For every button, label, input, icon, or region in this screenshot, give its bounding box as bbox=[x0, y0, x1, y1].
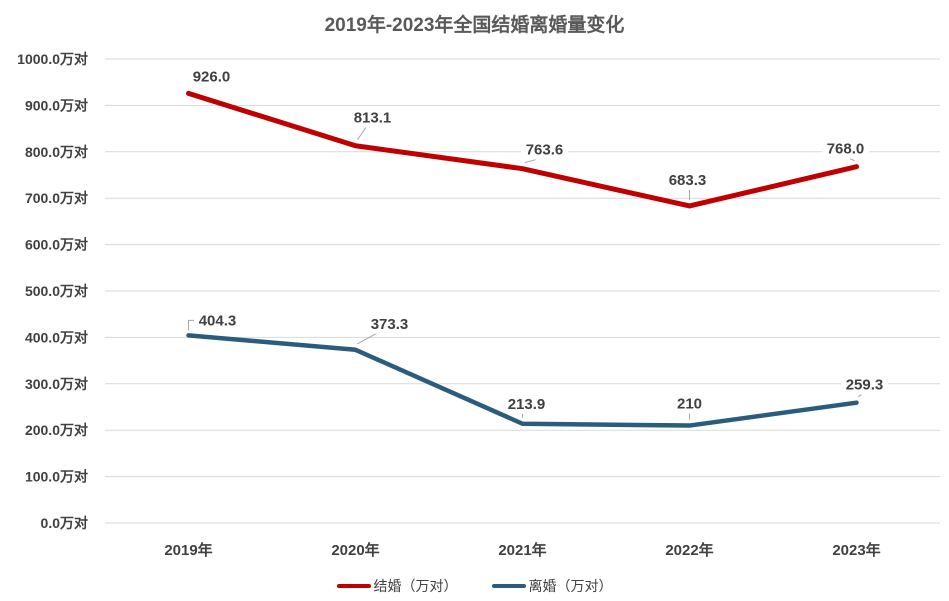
data-label: 404.3 bbox=[199, 312, 237, 329]
data-label: 373.3 bbox=[371, 316, 409, 333]
data-label: 213.9 bbox=[508, 396, 546, 413]
legend: 结婚（万对） 离婚（万对） bbox=[0, 576, 949, 596]
y-axis-tick-label: 700.0万对 bbox=[25, 190, 88, 206]
data-label-leader-line bbox=[357, 127, 367, 141]
data-label-leader-line bbox=[858, 394, 862, 398]
data-label-background bbox=[366, 314, 413, 332]
data-label-background bbox=[822, 139, 869, 157]
data-label-leader-line bbox=[357, 333, 377, 345]
data-label: 763.6 bbox=[526, 142, 564, 159]
y-axis-tick-label: 300.0万对 bbox=[25, 376, 88, 392]
marriage-series-line bbox=[186, 90, 859, 209]
data-label: 259.3 bbox=[846, 377, 884, 394]
x-axis-category-label: 2019年 bbox=[164, 541, 212, 559]
legend-label: 结婚（万对） bbox=[373, 578, 458, 594]
x-axis-category-label: 2021年 bbox=[498, 541, 546, 559]
data-label-background bbox=[349, 108, 396, 126]
legend-label: 离婚（万对） bbox=[528, 578, 613, 594]
y-axis-tick-label: 500.0万对 bbox=[25, 283, 88, 299]
data-label-background bbox=[194, 311, 241, 329]
data-label-background bbox=[188, 67, 235, 85]
x-axis-category-label: 2022年 bbox=[665, 541, 713, 559]
y-axis-tick-label: 900.0万对 bbox=[25, 97, 88, 113]
data-label-background bbox=[841, 375, 888, 393]
legend-item-divorce: 离婚（万对） bbox=[491, 576, 613, 596]
data-label-background bbox=[674, 394, 705, 412]
legend-line-swatch-divorce bbox=[491, 584, 526, 588]
data-label-leader-line bbox=[849, 158, 855, 162]
legend-item-marriage: 结婚（万对） bbox=[336, 576, 458, 596]
data-label-background bbox=[503, 394, 550, 412]
data-label-background bbox=[521, 140, 568, 158]
chart-title: 2019年-2023年全国结婚离婚量变化 bbox=[324, 15, 625, 36]
data-label: 683.3 bbox=[669, 172, 707, 189]
y-axis-tick-label: 1000.0万对 bbox=[17, 51, 88, 67]
y-axis-tick-label: 800.0万对 bbox=[25, 144, 88, 160]
y-axis-tick-label: 400.0万对 bbox=[25, 329, 88, 345]
y-axis-tick-label: 0.0万对 bbox=[41, 515, 88, 531]
x-axis-category-label: 2020年 bbox=[331, 541, 379, 559]
y-axis-tick-label: 600.0万对 bbox=[25, 237, 88, 253]
data-label-leader-line bbox=[524, 159, 536, 164]
divorce-series-line bbox=[186, 333, 859, 428]
y-axis-tick-label: 200.0万对 bbox=[25, 422, 88, 438]
data-label: 768.0 bbox=[827, 141, 865, 158]
y-axis-tick-label: 100.0万对 bbox=[25, 469, 88, 485]
x-axis-category-label: 2023年 bbox=[832, 541, 880, 559]
data-label: 926.0 bbox=[193, 68, 231, 85]
data-label: 813.1 bbox=[354, 110, 392, 127]
data-label: 210 bbox=[677, 396, 702, 413]
legend-line-swatch-marriage bbox=[336, 584, 371, 588]
data-label-background bbox=[664, 170, 711, 188]
